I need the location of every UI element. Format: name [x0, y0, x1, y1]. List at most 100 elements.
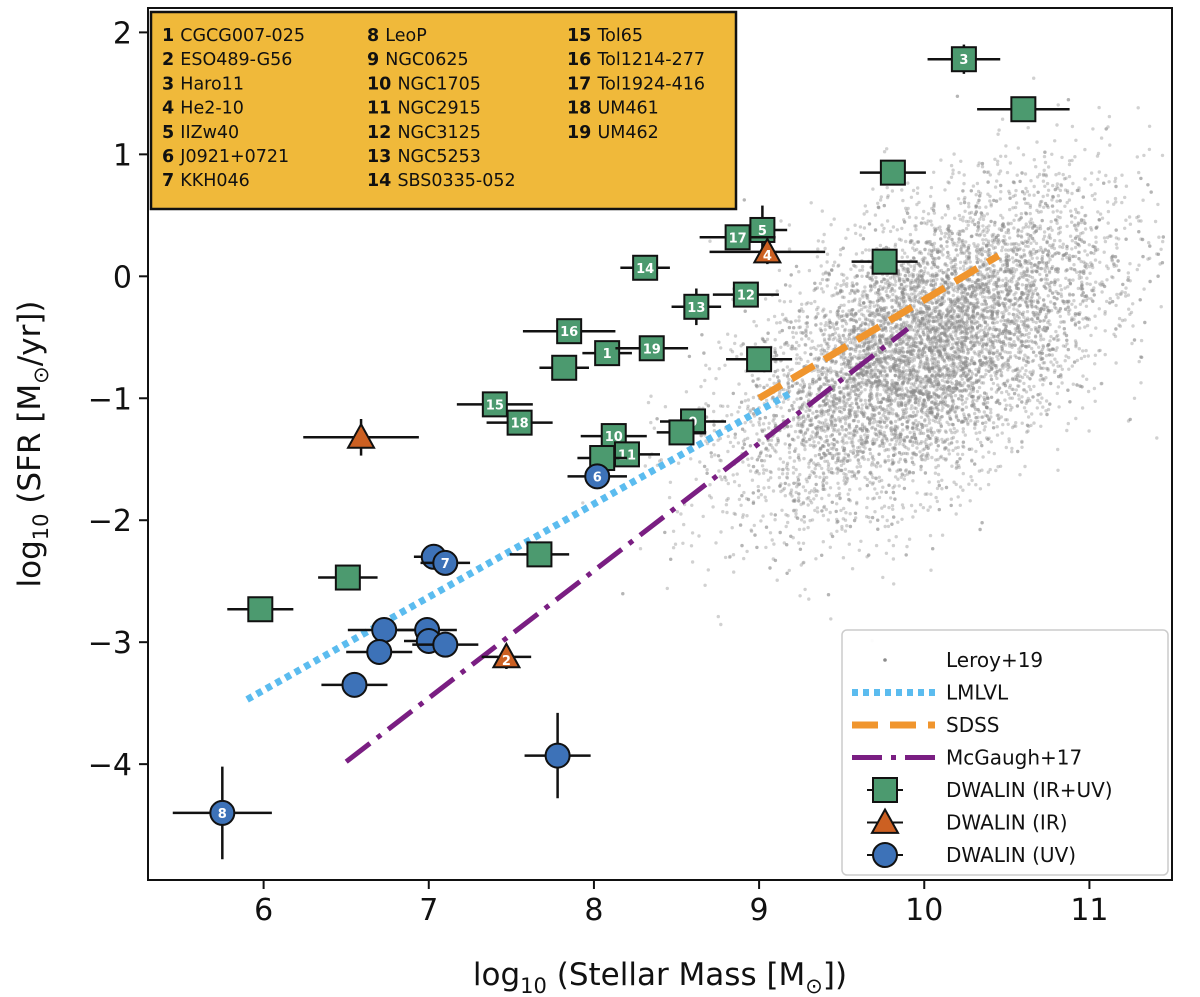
leroy19-point — [1005, 308, 1009, 312]
leroy19-point — [899, 325, 904, 329]
leroy19-point — [1099, 136, 1104, 140]
leroy19-point — [1114, 303, 1118, 308]
leroy19-point — [1081, 300, 1085, 304]
leroy19-point — [920, 349, 924, 353]
leroy19-point — [1005, 418, 1009, 422]
leroy19-point — [789, 424, 793, 428]
leroy19-point — [800, 302, 804, 306]
leroy19-point — [931, 319, 935, 324]
leroy19-point — [1024, 286, 1029, 290]
leroy19-point — [779, 406, 783, 410]
leroy19-point — [813, 454, 818, 458]
leroy19-point — [1103, 352, 1107, 357]
leroy19-point — [914, 386, 918, 391]
leroy19-point — [886, 404, 890, 408]
leroy19-point — [1039, 260, 1044, 264]
leroy19-point — [733, 435, 737, 440]
leroy19-point — [787, 568, 791, 573]
leroy19-point — [794, 511, 798, 516]
leroy19-point — [975, 248, 979, 252]
leroy19-point — [947, 340, 951, 344]
leroy19-point — [988, 199, 992, 203]
leroy19-point — [832, 217, 836, 221]
leroy19-point — [1010, 425, 1015, 430]
leroy19-point — [811, 411, 815, 415]
leroy19-point — [947, 181, 951, 185]
leroy19-point — [799, 330, 803, 335]
leroy19-point — [912, 384, 916, 388]
leroy19-point — [728, 554, 732, 559]
leroy19-point — [962, 321, 967, 326]
leroy19-point — [831, 325, 836, 329]
leroy19-point — [1004, 154, 1008, 158]
leroy19-point — [917, 325, 921, 329]
leroy19-point — [989, 411, 993, 415]
leroy19-point — [1093, 353, 1098, 357]
leroy19-point — [961, 215, 965, 219]
leroy19-point — [856, 373, 861, 378]
leroy19-point — [963, 209, 967, 213]
leroy19-point — [837, 467, 841, 471]
leroy19-point — [1045, 274, 1049, 278]
leroy19-point — [794, 331, 798, 335]
leroy19-point — [1007, 189, 1011, 193]
leroy19-point — [905, 544, 909, 549]
leroy19-point — [955, 429, 959, 433]
leroy19-point — [860, 328, 864, 332]
leroy19-point — [902, 218, 906, 222]
leroy19-point — [787, 223, 792, 227]
leroy19-point — [900, 263, 904, 268]
leroy19-point — [1061, 242, 1066, 246]
leroy19-point — [874, 275, 878, 280]
leroy19-point — [962, 326, 967, 330]
leroy19-point — [843, 467, 848, 471]
leroy19-point — [935, 300, 939, 304]
leroy19-point — [914, 298, 919, 303]
leroy19-point — [910, 404, 914, 408]
leroy19-point — [1017, 247, 1021, 252]
leroy19-point — [949, 320, 953, 325]
leroy19-point — [882, 313, 886, 317]
leroy19-point — [769, 438, 774, 442]
leroy19-point — [936, 480, 941, 484]
leroy19-point — [798, 472, 802, 477]
leroy19-point — [854, 252, 859, 256]
leroy19-point — [880, 515, 885, 519]
leroy19-point — [869, 397, 873, 401]
leroy19-point — [1032, 193, 1036, 197]
leroy19-point — [863, 316, 868, 320]
leroy19-point — [973, 411, 977, 416]
leroy19-point — [940, 320, 944, 324]
leroy19-point — [969, 419, 973, 423]
leroy19-point — [925, 366, 930, 370]
leroy19-point — [807, 418, 812, 422]
leroy19-point — [961, 229, 966, 233]
leroy19-point — [903, 280, 907, 284]
leroy19-point — [913, 389, 917, 394]
leroy19-point — [920, 257, 924, 262]
leroy19-point — [924, 389, 928, 393]
leroy19-point — [824, 434, 829, 439]
leroy19-point — [951, 293, 955, 298]
leroy19-point — [848, 347, 852, 351]
leroy19-point — [833, 286, 838, 290]
leroy19-point — [905, 392, 909, 396]
leroy19-point — [960, 340, 964, 345]
leroy19-point — [956, 344, 960, 349]
leroy19-point — [743, 399, 747, 403]
leroy19-point — [997, 128, 1001, 132]
leroy19-point — [719, 459, 723, 463]
leroy19-point — [741, 439, 746, 443]
leroy19-point — [910, 451, 915, 455]
leroy19-point — [1085, 253, 1090, 257]
leroy19-point — [1074, 138, 1078, 142]
leroy19-point — [951, 448, 955, 453]
leroy19-point — [1020, 421, 1024, 425]
leroy19-point — [950, 381, 954, 386]
leroy19-point — [942, 401, 946, 405]
leroy19-point — [977, 272, 981, 277]
leroy19-point — [794, 515, 798, 519]
leroy19-point — [1040, 260, 1045, 264]
leroy19-point — [857, 317, 862, 321]
leroy19-point — [889, 326, 893, 330]
